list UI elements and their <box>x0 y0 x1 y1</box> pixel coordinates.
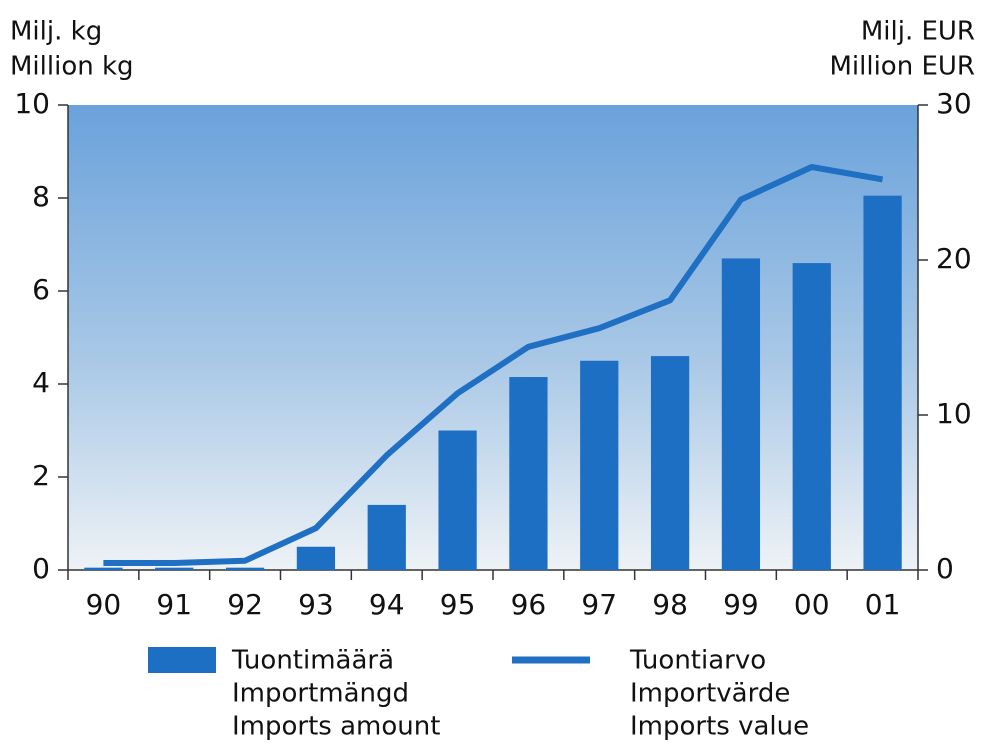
x-tick-label: 01 <box>865 588 901 621</box>
y-tick-label: 0 <box>32 552 50 585</box>
x-tick-label: 95 <box>440 588 476 621</box>
bar <box>297 547 335 570</box>
y2-axis-label: Million EUR <box>829 52 975 82</box>
y-axis-label: Million kg <box>10 52 134 82</box>
y2-tick-label: 0 <box>936 552 954 585</box>
legend-label: Tuontimäärä <box>231 646 394 676</box>
bar <box>155 568 193 570</box>
bar <box>438 431 476 571</box>
y-tick-label: 6 <box>32 273 50 306</box>
x-tick-label: 97 <box>581 588 617 621</box>
bar <box>722 258 760 570</box>
legend-label: Imports amount <box>232 712 440 742</box>
legend-label: Tuontiarvo <box>629 646 766 676</box>
y-tick-label: 4 <box>32 366 50 399</box>
x-tick-label: 93 <box>298 588 334 621</box>
bar <box>84 568 122 570</box>
y2-tick-label: 10 <box>936 397 972 430</box>
x-tick-label: 98 <box>652 588 688 621</box>
bar <box>651 356 689 570</box>
legend-label: Importvärde <box>630 679 790 709</box>
x-tick-label: 91 <box>156 588 192 621</box>
bar <box>368 505 406 570</box>
bar <box>863 196 901 570</box>
y2-tick-label: 20 <box>936 242 972 275</box>
legend-swatch <box>148 647 216 673</box>
bar <box>793 263 831 570</box>
y-tick-label: 2 <box>32 459 50 492</box>
y2-tick-label: 30 <box>936 87 972 120</box>
y-axis-label: Milj. kg <box>10 17 102 47</box>
legend-label: Imports value <box>630 712 809 742</box>
legend-label: Importmängd <box>232 679 409 709</box>
y2-axis-label: Milj. EUR <box>861 17 975 47</box>
y-tick-label: 8 <box>32 180 50 213</box>
y-tick-label: 10 <box>14 87 50 120</box>
bar <box>509 377 547 570</box>
x-tick-label: 92 <box>227 588 263 621</box>
x-tick-label: 94 <box>369 588 405 621</box>
x-tick-label: 99 <box>723 588 759 621</box>
x-tick-label: 96 <box>511 588 547 621</box>
bar <box>226 568 264 570</box>
chart: Milj. kg Million kg Milj. EUR Million EU… <box>0 0 981 751</box>
x-tick-label: 90 <box>86 588 122 621</box>
x-tick-label: 00 <box>794 588 830 621</box>
bar <box>580 361 618 570</box>
